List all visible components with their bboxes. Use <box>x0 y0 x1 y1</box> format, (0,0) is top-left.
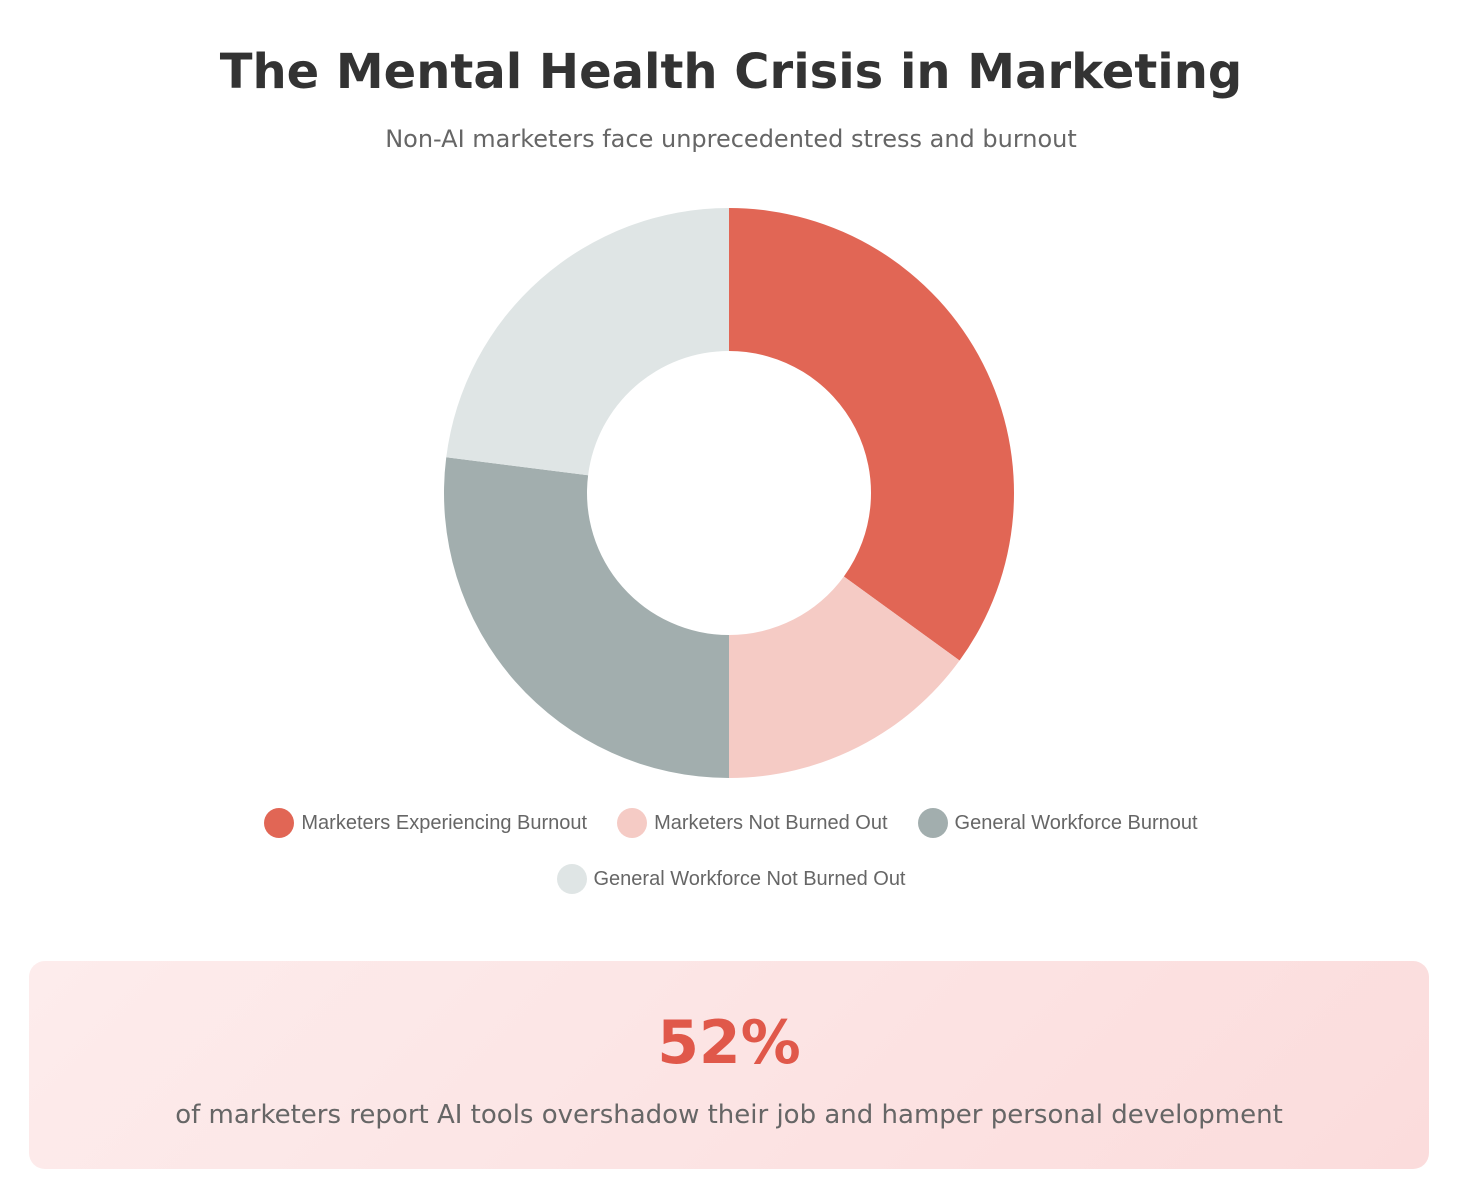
legend-item-marketers-experiencing-burnout[interactable]: Marketers Experiencing Burnout <box>264 800 587 846</box>
legend-label: General Workforce Not Burned Out <box>593 867 906 890</box>
legend-label: Marketers Experiencing Burnout <box>301 811 588 834</box>
legend-swatch <box>917 808 948 838</box>
page-title: The Mental Health Crisis in Marketing <box>219 44 1243 100</box>
chart-legend: Marketers Experiencing Burnout Marketers … <box>231 800 1231 912</box>
stat-callout: 52% of marketers report AI tools oversha… <box>29 961 1429 1169</box>
stat-value: 52% <box>657 1008 801 1078</box>
legend-swatch <box>617 808 648 838</box>
donut-slice-general-workforce-burnout[interactable] <box>443 457 729 778</box>
legend-label: General Workforce Burnout <box>954 811 1198 834</box>
legend-label: Marketers Not Burned Out <box>654 811 888 834</box>
page-subtitle: Non-AI marketers face unprecedented stre… <box>385 125 1077 153</box>
legend-item-marketers-not-burned-out[interactable]: Marketers Not Burned Out <box>617 800 888 846</box>
legend-item-general-workforce-not-burned-out[interactable]: General Workforce Not Burned Out <box>556 856 906 902</box>
donut-chart <box>443 208 1014 778</box>
donut-slice-marketers-experiencing-burnout[interactable] <box>729 208 1014 661</box>
legend-swatch <box>264 808 295 838</box>
donut-slice-marketers-not-burned-out[interactable] <box>729 576 960 778</box>
donut-slice-general-workforce-not-burned-out[interactable] <box>446 208 729 476</box>
legend-item-general-workforce-burnout[interactable]: General Workforce Burnout <box>917 800 1198 846</box>
stat-description: of marketers report AI tools overshadow … <box>175 1100 1283 1130</box>
legend-swatch <box>556 864 587 894</box>
